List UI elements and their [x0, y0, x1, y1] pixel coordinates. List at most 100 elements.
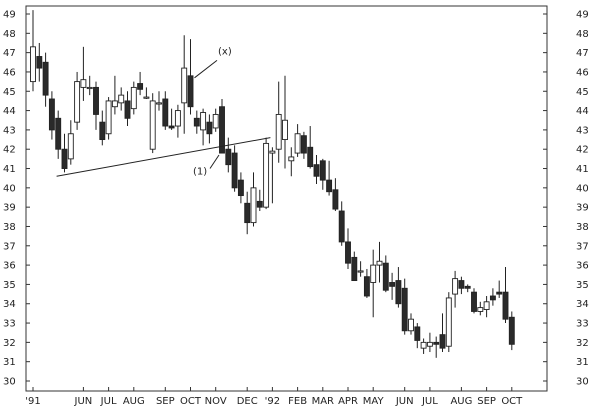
- candle-body-down: [61, 148, 68, 169]
- x-tick-label: '91: [25, 396, 40, 407]
- candle-body-down: [93, 86, 99, 115]
- candle-body-up: [181, 67, 188, 104]
- candle-body-up: [156, 102, 162, 105]
- candle-body-up: [288, 156, 295, 162]
- candle-body-down: [326, 179, 333, 193]
- y-tick-label-left: 41: [3, 164, 16, 175]
- y-tick-label-left: 45: [3, 87, 16, 98]
- x-tick-label: APR: [338, 396, 358, 407]
- candle-body-down: [99, 121, 106, 141]
- candle-body-up: [130, 86, 137, 110]
- candle-body-down: [464, 285, 471, 289]
- y-tick-label-right: 43: [576, 125, 589, 136]
- candle-body-down: [332, 189, 339, 210]
- candle-body-down: [300, 135, 307, 154]
- y-tick-label-left: 30: [3, 377, 16, 388]
- y-tick-label-right: 38: [576, 222, 589, 233]
- y-tick-label-left: 43: [3, 125, 16, 136]
- y-tick-label-left: 32: [3, 338, 16, 349]
- candle-body-down: [36, 56, 43, 69]
- annotation-x-label: (x): [218, 47, 232, 58]
- x-tick-label: JUN: [74, 396, 93, 407]
- annotation-1-leader: [209, 154, 220, 169]
- candle-body-down: [338, 210, 345, 243]
- candle-body-up: [269, 150, 276, 154]
- candle-body-up: [275, 113, 282, 150]
- candle-body-up: [426, 341, 433, 347]
- candle-body-down: [244, 202, 251, 224]
- candle-body-down: [193, 117, 200, 127]
- candle-body-up: [86, 86, 93, 90]
- candle-body-down: [225, 148, 232, 166]
- y-tick-label-right: 36: [576, 261, 589, 272]
- candle-body-down: [231, 152, 238, 189]
- candle-body-up: [174, 110, 181, 127]
- candle-body-up: [294, 133, 301, 154]
- y-tick-label-right: 35: [576, 280, 589, 291]
- candle-body-up: [118, 94, 125, 104]
- candle-body-up: [357, 270, 364, 273]
- x-tick-label: OCT: [501, 396, 523, 407]
- y-tick-label-left: 35: [3, 280, 16, 291]
- candle-body-down: [48, 98, 55, 131]
- candles-group: [30, 10, 515, 358]
- candle-body-up: [408, 318, 414, 332]
- candle-body-down: [219, 106, 225, 154]
- candle-body-down: [206, 121, 213, 135]
- candle-body-up: [376, 260, 383, 266]
- annotations-group: (x) (1): [56, 47, 271, 177]
- y-tick-label-right: 33: [576, 319, 589, 330]
- candle-body-up: [105, 100, 112, 135]
- candle-body-down: [313, 164, 320, 177]
- candle-body-down: [42, 61, 49, 96]
- x-tick-label: AUG: [123, 396, 145, 407]
- candle-body-down: [395, 280, 402, 305]
- trendline: [56, 137, 271, 177]
- candle-body-down: [55, 117, 62, 150]
- y-tick-label-left: 38: [3, 222, 16, 233]
- y-tick-label-right: 41: [576, 164, 589, 175]
- candle-body-down: [168, 125, 175, 129]
- candle-body-up: [370, 264, 377, 283]
- candle-body-down: [256, 200, 263, 208]
- candle-body-up: [143, 96, 150, 99]
- candle-body-down: [307, 146, 314, 168]
- candle-body-down: [489, 295, 496, 301]
- x-tick-label: MAY: [363, 396, 385, 407]
- y-tick-label-left: 39: [3, 203, 16, 214]
- x-tick-label: OCT: [180, 396, 202, 407]
- candle-body-down: [401, 287, 408, 332]
- y-tick-label-right: 37: [576, 241, 589, 252]
- candle-body-down: [471, 291, 477, 312]
- candle-body-up: [30, 46, 36, 83]
- candle-body-up: [74, 81, 81, 123]
- x-tick-label: AUG: [450, 396, 472, 407]
- candle-body-down: [502, 291, 509, 320]
- y-tick-label-left: 44: [3, 106, 16, 117]
- x-tick-label: MAR: [312, 396, 334, 407]
- y-tick-label-left: 42: [3, 145, 16, 156]
- y-tick-label-right: 34: [576, 299, 589, 310]
- candle-body-up: [477, 307, 484, 312]
- y-tick-label-right: 42: [576, 145, 589, 156]
- y-tick-label-left: 36: [3, 261, 16, 272]
- candle-body-up: [212, 113, 219, 129]
- candle-body-up: [282, 119, 288, 141]
- candle-body-down: [382, 262, 389, 291]
- y-tick-label-left: 46: [3, 67, 16, 78]
- candle-body-down: [508, 316, 515, 345]
- y-tick-label-right: 44: [576, 106, 589, 117]
- y-tick-label-left: 37: [3, 241, 16, 252]
- y-tick-label-right: 48: [576, 29, 589, 40]
- y-tick-label-left: 49: [3, 10, 16, 21]
- candle-body-up: [483, 301, 490, 310]
- candle-body-up: [149, 100, 156, 150]
- candle-body-up: [452, 278, 459, 295]
- y-tick-label-right: 47: [576, 48, 589, 59]
- candle-body-down: [496, 291, 503, 295]
- y-tick-label-left: 31: [3, 357, 16, 368]
- candle-body-down: [351, 256, 358, 282]
- candle-body-down: [414, 326, 421, 341]
- y-tick-label-left: 33: [3, 319, 16, 330]
